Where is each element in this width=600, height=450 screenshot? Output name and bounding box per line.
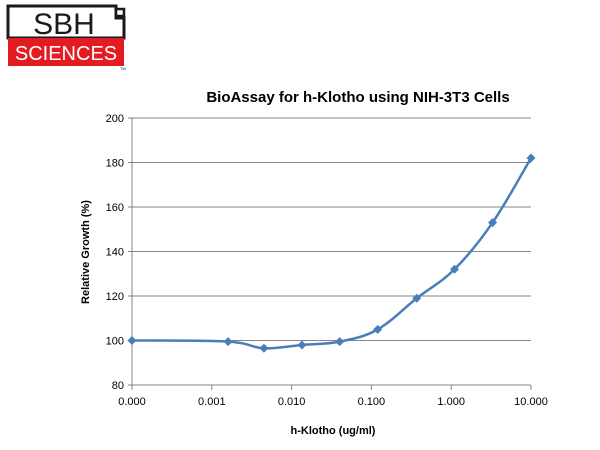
x-tick-label: 0.000 [118,396,146,408]
y-tick-label: 160 [106,202,124,214]
axes [131,118,532,390]
x-tick-label: 1.000 [437,396,465,408]
data-point-marker [335,337,345,347]
y-tick-labels: 80 100 120 140 160 180 200 [106,113,124,392]
y-tick-label: 80 [112,380,124,392]
data-point-marker [526,153,536,163]
data-point-marker [297,340,307,350]
y-tick-label: 180 [106,158,124,170]
data-point-marker [450,264,460,274]
x-tick-label: 0.001 [198,396,226,408]
x-tick-label: 0.010 [278,396,306,408]
series-line [131,157,533,350]
data-point-marker [412,293,422,303]
y-tick-label: 100 [106,336,124,348]
logo-trademark: TM [120,66,126,70]
data-point-marker [488,218,498,228]
data-points [127,153,536,353]
data-point-marker [127,336,137,345]
y-tick-label: 120 [106,291,124,303]
y-tick-label: 200 [106,113,124,125]
logo-tab [114,7,126,18]
logo-red-band [8,38,124,66]
logo-text-sciences: SCIENCES [15,43,117,65]
x-tick-label: 0.100 [358,396,386,408]
x-tick-labels: 0.000 0.001 0.010 0.100 1.000 10.000 [118,396,548,408]
x-tick-label: 10.000 [514,396,548,408]
y-axis-title: Relative Growth (%) [80,200,92,304]
chart-title: BioAssay for h-Klotho using NIH-3T3 Cell… [206,89,509,106]
y-tick-label: 140 [106,247,124,259]
data-point-marker [259,343,269,353]
x-axis-title: h-Klotho (ug/ml) [291,425,376,437]
sbh-sciences-logo: SBH SCIENCES TM [6,4,126,70]
data-point-marker [223,337,233,347]
logo-text-sbh: SBH [33,8,95,41]
data-point-marker [373,324,383,334]
